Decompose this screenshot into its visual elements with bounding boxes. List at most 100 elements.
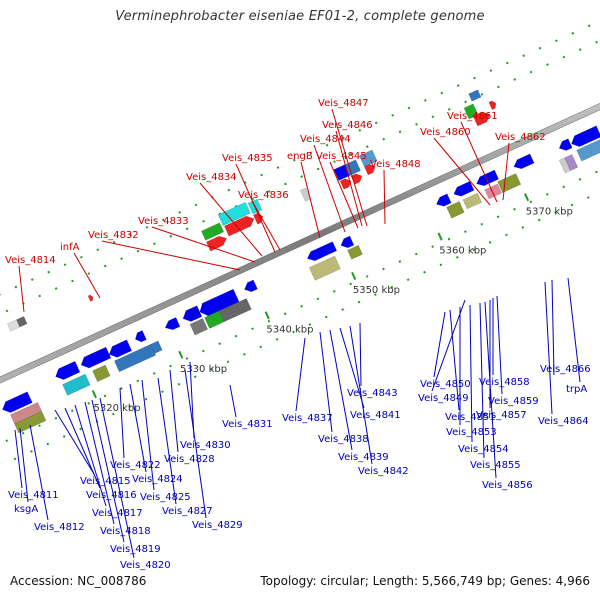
gene-leader-line <box>433 137 491 206</box>
gene-label[interactable]: Veis_4839 <box>338 452 389 463</box>
reverse-gene-arrow[interactable] <box>182 305 203 322</box>
reverse-gene-arrow[interactable] <box>244 279 258 293</box>
gene-label[interactable]: Veis_4845 <box>316 151 367 162</box>
gene-label[interactable]: Veis_4846 <box>322 120 373 131</box>
gene-label[interactable]: Veis_4838 <box>318 434 369 445</box>
gene-label[interactable]: Veis_4864 <box>538 416 589 427</box>
reverse-gene-arrow[interactable] <box>436 193 452 207</box>
gene-label[interactable]: trpA <box>566 384 587 395</box>
annotation-block[interactable] <box>150 340 163 354</box>
gene-label[interactable]: Veis_4856 <box>482 480 533 491</box>
gene-label[interactable]: Veis_4818 <box>100 526 151 537</box>
guide-line <box>0 19 600 296</box>
feature-track[interactable] <box>2 89 600 434</box>
gene-label[interactable]: Veis_4820 <box>120 560 171 571</box>
gene-label[interactable]: Veis_4828 <box>164 454 215 465</box>
gene-labels[interactable]: Veis_4814 infA Veis_4832 Veis_4833 Veis_4834… <box>5 98 591 571</box>
gene-label[interactable]: infA <box>60 242 80 253</box>
gene-label[interactable]: Veis_4866 <box>540 364 591 375</box>
reverse-gene-arrow[interactable] <box>571 125 600 147</box>
gene-label[interactable]: Veis_4859 <box>488 396 539 407</box>
annotation-block[interactable] <box>468 89 482 102</box>
annotation-block[interactable] <box>462 192 483 210</box>
gene-label[interactable]: Veis_4814 <box>5 255 56 266</box>
gene-label[interactable]: Veis_4811 <box>8 490 59 501</box>
annotation-block[interactable] <box>576 138 600 162</box>
annotation-block[interactable] <box>484 183 503 200</box>
annotation-block[interactable] <box>201 222 225 241</box>
annotation-block[interactable] <box>347 244 363 260</box>
annotation-block[interactable] <box>218 298 252 323</box>
gene-leader-line <box>300 161 321 239</box>
annotation-block[interactable] <box>300 187 312 202</box>
reverse-gene-arrow[interactable] <box>2 391 33 413</box>
reverse-gene-arrow[interactable] <box>476 169 499 187</box>
forward-gene-arrow[interactable] <box>224 215 255 237</box>
annotation-block[interactable] <box>16 316 28 328</box>
gene-label[interactable]: Veis_4844 <box>300 134 351 145</box>
gene-label[interactable]: Veis_4861 <box>447 111 498 122</box>
annotation-block[interactable] <box>189 318 209 336</box>
gene-label[interactable]: Veis_4862 <box>495 132 546 143</box>
gene-label[interactable]: Veis_4849 <box>418 393 469 404</box>
gene-label[interactable]: Veis_4824 <box>132 474 183 485</box>
gene-label[interactable]: Veis_4858 <box>479 377 530 388</box>
reverse-gene-arrow[interactable] <box>80 346 112 369</box>
gene-label[interactable]: Veis_4825 <box>140 492 191 503</box>
gene-label[interactable]: Veis_4833 <box>138 216 189 227</box>
gene-label[interactable]: Veis_4847 <box>318 98 369 109</box>
gene-leader-line <box>184 369 207 519</box>
gene-label[interactable]: Veis_4830 <box>180 440 231 451</box>
gene-label[interactable]: Veis_4841 <box>350 410 401 421</box>
accession-label: Accession: NC_008786 <box>10 574 147 588</box>
forward-gene-arrow[interactable] <box>472 111 491 127</box>
reverse-gene-arrow[interactable] <box>453 180 475 197</box>
gene-label[interactable]: Veis_4831 <box>222 419 273 430</box>
gene-label[interactable]: Veis_4829 <box>192 520 243 531</box>
annotation-block[interactable] <box>359 149 378 168</box>
annotation-block[interactable] <box>446 201 465 219</box>
gene-label[interactable]: Veis_4815 <box>80 476 131 487</box>
gene-label[interactable]: Veis_4857 <box>476 410 527 421</box>
gene-label[interactable]: Veis_4819 <box>110 544 161 555</box>
annotation-block[interactable] <box>564 154 579 171</box>
gene-label[interactable]: Veis_4816 <box>86 490 137 501</box>
gene-label[interactable]: Veis_4848 <box>370 159 421 170</box>
gene-label[interactable]: Veis_4822 <box>110 460 161 471</box>
gene-label[interactable]: Veis_4834 <box>186 172 237 183</box>
gene-label[interactable]: Veis_4842 <box>358 466 409 477</box>
gene-label[interactable]: Veis_4812 <box>34 522 85 533</box>
reverse-gene-arrow[interactable] <box>108 339 133 358</box>
reverse-gene-arrow[interactable] <box>558 138 573 151</box>
annotation-block[interactable] <box>308 255 341 281</box>
gene-leader-line <box>460 121 498 203</box>
gene-label[interactable]: engB <box>287 151 313 162</box>
annotation-block[interactable] <box>497 173 522 194</box>
annotation-block[interactable] <box>217 201 251 226</box>
forward-gene-arrow[interactable] <box>488 100 497 110</box>
gene-label[interactable]: Veis_4860 <box>420 127 471 138</box>
reverse-gene-arrow[interactable] <box>134 330 147 343</box>
reverse-gene-arrow[interactable] <box>55 360 81 380</box>
annotation-block[interactable] <box>14 411 47 434</box>
gene-label[interactable]: Veis_4853 <box>446 427 497 438</box>
annotation-block[interactable] <box>92 364 111 383</box>
annotation-block[interactable] <box>62 373 91 396</box>
reverse-gene-arrow[interactable] <box>513 153 535 170</box>
gene-label[interactable]: Veis_4836 <box>238 190 289 201</box>
forward-gene-arrow[interactable] <box>364 164 376 176</box>
reverse-gene-arrow[interactable] <box>164 317 181 331</box>
reverse-gene-arrow[interactable] <box>306 241 338 261</box>
gene-label[interactable]: Veis_4850 <box>420 379 471 390</box>
reverse-gene-arrow[interactable] <box>340 235 355 249</box>
gene-label[interactable]: Veis_4837 <box>282 413 333 424</box>
annotation-block[interactable] <box>114 343 157 373</box>
gene-label[interactable]: Veis_4843 <box>347 388 398 399</box>
gene-label[interactable]: ksgA <box>14 504 38 515</box>
forward-gene-arrow[interactable] <box>87 294 94 302</box>
gene-label[interactable]: Veis_4835 <box>222 153 273 164</box>
gene-label[interactable]: Veis_4851 <box>445 412 496 423</box>
gene-label[interactable]: Veis_4832 <box>88 230 139 241</box>
gene-label[interactable]: Veis_4827 <box>162 506 213 517</box>
